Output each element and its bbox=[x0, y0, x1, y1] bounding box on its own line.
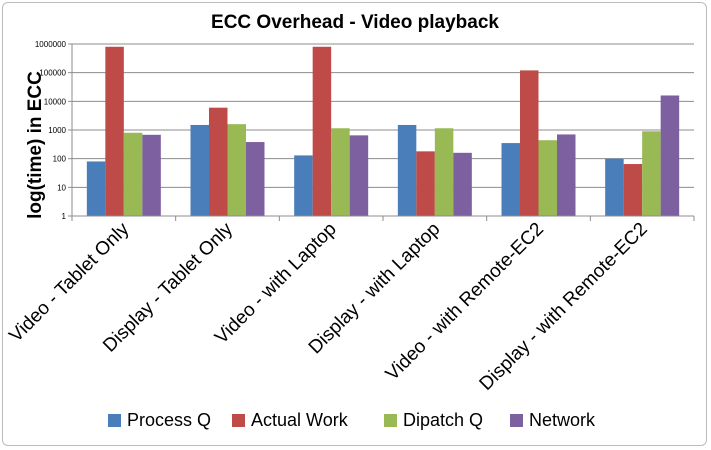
y-tick-label: 1000 bbox=[48, 126, 66, 135]
bar bbox=[416, 151, 435, 216]
bar bbox=[349, 135, 369, 216]
bar bbox=[660, 95, 680, 216]
y-tick-label: 10000 bbox=[44, 97, 67, 106]
x-tick-label: Display - with Remote-EC2 bbox=[476, 219, 652, 395]
legend-swatch bbox=[384, 414, 397, 427]
bar bbox=[209, 107, 228, 216]
bar bbox=[520, 70, 539, 217]
y-tick-label: 1000000 bbox=[35, 40, 67, 49]
bar bbox=[190, 124, 209, 216]
bar bbox=[331, 128, 350, 216]
bar bbox=[453, 152, 472, 216]
bar bbox=[123, 132, 143, 216]
legend-label: Network bbox=[529, 410, 596, 430]
chart-title: ECC Overhead - Video playback bbox=[211, 12, 499, 33]
bar bbox=[294, 155, 313, 216]
grid-lines bbox=[68, 43, 694, 217]
legend-swatch bbox=[232, 414, 245, 427]
y-tick-label: 100000 bbox=[39, 69, 66, 78]
y-tick-label: 10 bbox=[57, 183, 66, 192]
bar bbox=[227, 124, 246, 216]
y-tick-label: 100 bbox=[53, 155, 67, 164]
bars bbox=[86, 46, 680, 217]
legend-label: Process Q bbox=[127, 410, 211, 430]
bar bbox=[538, 140, 557, 216]
legend-swatch bbox=[108, 414, 121, 427]
bar bbox=[605, 158, 624, 216]
bar bbox=[434, 128, 454, 216]
y-axis-label: log(time) in ECC bbox=[25, 71, 46, 219]
bar bbox=[397, 124, 417, 216]
legend-label: Actual Work bbox=[251, 410, 349, 430]
bar bbox=[642, 131, 661, 216]
bar bbox=[105, 46, 124, 216]
legend-label: Dipatch Q bbox=[403, 410, 483, 430]
bar bbox=[501, 143, 520, 216]
y-tick-labels: 1 10 100 1000 10000 100000 1000000 bbox=[35, 40, 67, 221]
bar bbox=[312, 46, 332, 216]
bar bbox=[246, 142, 265, 216]
bar bbox=[557, 134, 576, 216]
legend-swatch bbox=[510, 414, 523, 427]
legend: Process Q Actual Work Dipatch Q Network bbox=[108, 410, 596, 430]
bar bbox=[142, 134, 161, 216]
y-tick-label: 1 bbox=[62, 212, 67, 221]
bar bbox=[623, 164, 643, 216]
bar bbox=[86, 161, 106, 216]
